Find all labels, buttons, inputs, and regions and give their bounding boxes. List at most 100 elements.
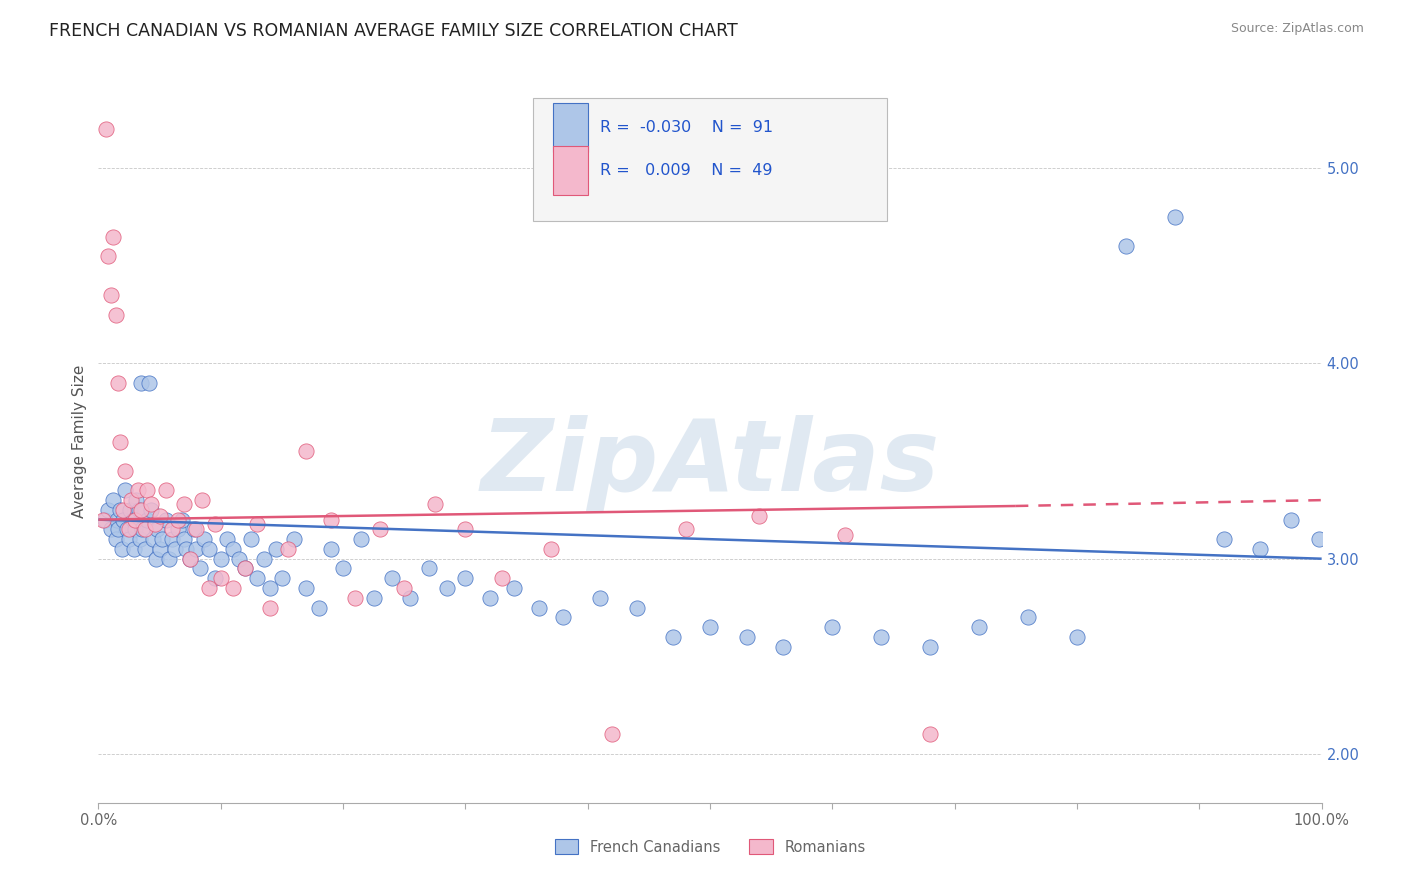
Point (134, 523, 156, 537)
Point (233, 561, 256, 575)
Point (110, 503, 132, 517)
Point (662, 630, 685, 644)
Point (173, 532, 195, 546)
Point (115, 523, 138, 537)
Point (252, 551, 274, 566)
Point (120, 503, 142, 517)
Point (834, 528, 856, 542)
Point (920, 640, 942, 654)
Point (503, 581, 526, 595)
Point (186, 523, 208, 537)
Point (136, 513, 159, 527)
Point (222, 541, 245, 556)
Point (1164, 210, 1187, 224)
Text: R =  -0.030    N =  91: R = -0.030 N = 91 (600, 120, 773, 135)
Point (1308, 532, 1330, 546)
Point (699, 620, 721, 634)
Point (167, 513, 190, 527)
Point (160, 523, 183, 537)
Point (170, 513, 193, 527)
Point (107, 523, 129, 537)
Point (149, 541, 172, 556)
Text: Source: ZipAtlas.com: Source: ZipAtlas.com (1230, 22, 1364, 36)
Point (1017, 610, 1039, 624)
Point (118, 523, 141, 537)
Point (368, 523, 391, 537)
Point (233, 561, 256, 575)
FancyBboxPatch shape (554, 103, 588, 152)
Text: R =   0.009    N =  49: R = 0.009 N = 49 (600, 163, 772, 178)
Point (319, 513, 342, 527)
Point (97, 503, 120, 517)
Point (264, 541, 287, 556)
Point (259, 581, 281, 595)
Point (553, 610, 575, 624)
Point (188, 561, 211, 575)
Point (600, 727, 623, 741)
Point (100, 288, 122, 302)
Point (146, 523, 169, 537)
Point (308, 600, 330, 615)
Point (101, 493, 124, 508)
Point (91, 513, 114, 527)
Point (418, 561, 440, 575)
Point (118, 532, 141, 546)
Point (259, 600, 281, 615)
Point (626, 600, 648, 615)
Point (399, 591, 422, 605)
Point (454, 523, 477, 537)
Point (104, 308, 127, 322)
Point (270, 571, 294, 585)
Point (277, 541, 299, 556)
Point (129, 532, 152, 546)
Point (127, 483, 149, 498)
Point (176, 541, 198, 556)
Point (215, 532, 238, 546)
Point (1212, 532, 1234, 546)
Point (124, 523, 146, 537)
Point (436, 581, 458, 595)
Point (332, 561, 354, 575)
Point (107, 376, 129, 390)
Point (821, 620, 844, 634)
Point (344, 591, 367, 605)
Point (222, 581, 245, 595)
Point (114, 464, 136, 478)
Point (165, 541, 187, 556)
Point (111, 513, 134, 527)
Y-axis label: Average Family Size: Average Family Size (72, 365, 87, 518)
Point (967, 620, 990, 634)
Point (138, 376, 160, 390)
Point (155, 483, 177, 498)
Point (735, 630, 758, 644)
Point (122, 541, 145, 556)
Point (197, 581, 219, 595)
Point (1115, 239, 1137, 253)
Point (920, 727, 942, 741)
Point (121, 513, 143, 527)
Point (150, 532, 173, 546)
Point (1279, 513, 1302, 527)
Point (295, 444, 318, 458)
Point (204, 571, 226, 585)
Point (246, 571, 269, 585)
Point (319, 541, 342, 556)
Point (129, 503, 152, 517)
FancyBboxPatch shape (533, 98, 887, 221)
Point (139, 503, 162, 517)
Point (111, 541, 134, 556)
Point (748, 508, 770, 523)
Point (104, 532, 127, 546)
Point (125, 493, 148, 508)
Point (142, 532, 165, 546)
Point (246, 516, 269, 531)
Point (173, 497, 195, 511)
Point (228, 551, 250, 566)
Point (870, 630, 893, 644)
Point (191, 493, 214, 508)
Point (423, 497, 446, 511)
Point (1066, 630, 1088, 644)
FancyBboxPatch shape (554, 146, 588, 195)
Point (105, 513, 128, 527)
Legend: French Canadians, Romanians: French Canadians, Romanians (548, 833, 872, 861)
